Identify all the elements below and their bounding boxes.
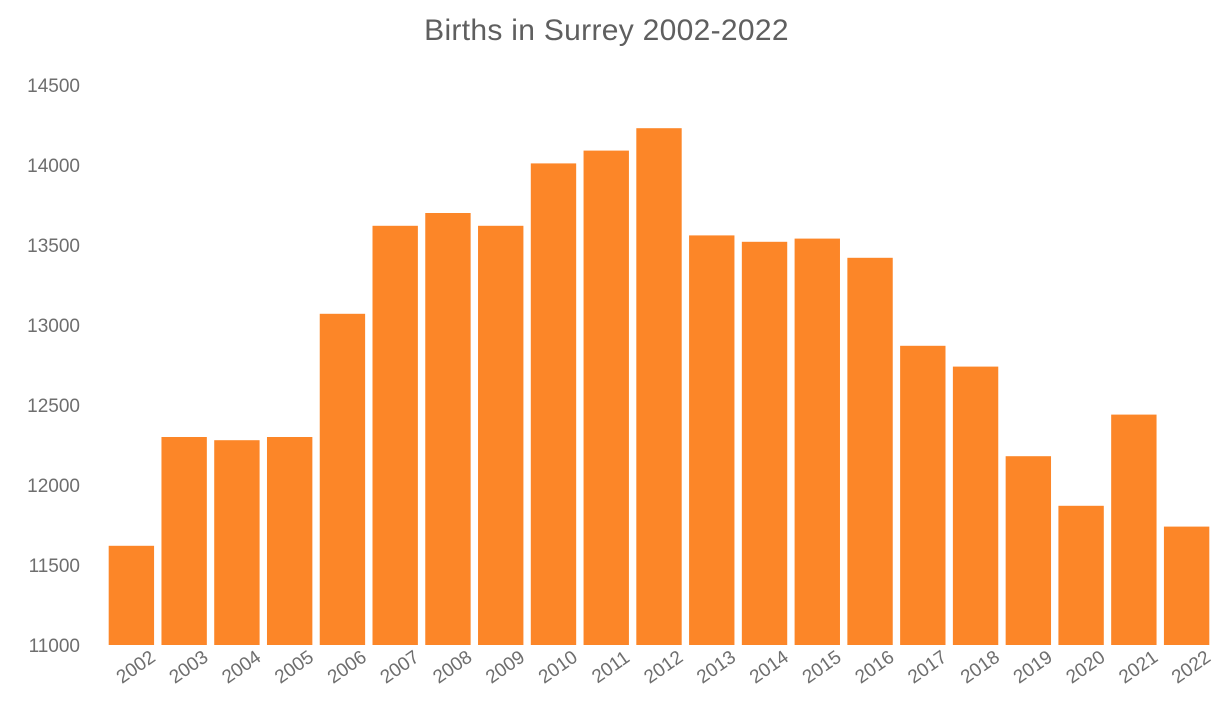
bar-2018	[952, 366, 999, 645]
y-tick-label: 14500	[27, 76, 80, 97]
x-tick-label: 2012	[641, 647, 688, 688]
x-tick-label: 2013	[693, 647, 740, 688]
x-tick-label: 2004	[218, 647, 265, 689]
bar-2017	[900, 345, 946, 645]
chart-title: Births in Surrey 2002-2022	[424, 14, 789, 47]
x-tick-label: 2015	[799, 647, 846, 688]
bar-2019	[1005, 456, 1052, 645]
y-tick-label: 13000	[27, 316, 80, 337]
x-tick-label: 2010	[535, 647, 582, 688]
bar-2007	[372, 225, 418, 646]
bar-2022	[1163, 526, 1210, 645]
y-tick-label: 11500	[29, 556, 80, 577]
x-tick-label: 2003	[166, 647, 213, 688]
bar-2004	[214, 440, 260, 645]
bar-2012	[636, 128, 682, 645]
bar-2009	[478, 225, 524, 646]
bar-2020	[1058, 505, 1104, 645]
y-tick-label: 14000	[27, 156, 80, 177]
bar-2002	[108, 545, 155, 645]
x-tick-label: 2007	[377, 647, 424, 688]
bar-2010	[530, 163, 577, 645]
bar-2016	[847, 257, 893, 645]
x-tick-label: 2008	[429, 647, 476, 688]
x-tick-label: 2002	[113, 647, 160, 688]
bar-2014	[741, 241, 788, 646]
y-tick-label: 12000	[27, 476, 80, 497]
bar-2021	[1111, 414, 1157, 645]
x-tick-label: 2020	[1063, 647, 1110, 688]
x-tick-label: 2017	[904, 647, 951, 688]
bar-2006	[319, 313, 366, 645]
bar-2008	[425, 213, 471, 645]
x-tick-label: 2016	[852, 647, 899, 688]
y-tick-label: 11000	[29, 636, 80, 657]
bar-2011	[583, 150, 629, 645]
x-tick-label: 2019	[1010, 647, 1057, 688]
bar-2015	[794, 238, 840, 645]
x-tick-label: 2006	[324, 647, 371, 688]
bar-2003	[161, 437, 207, 645]
x-tick-label: 2022	[1168, 647, 1213, 688]
x-tick-label: 2018	[957, 647, 1004, 688]
bar-2013	[689, 235, 735, 645]
x-tick-label: 2011	[588, 647, 634, 688]
x-tick-label: 2014	[746, 647, 793, 689]
x-tick-label: 2005	[271, 647, 318, 688]
y-tick-label: 12500	[27, 396, 80, 417]
bar-2005	[266, 437, 313, 645]
x-tick-label: 2021	[1115, 647, 1162, 688]
x-tick-label: 2009	[482, 647, 529, 688]
y-tick-label: 13500	[27, 236, 80, 257]
